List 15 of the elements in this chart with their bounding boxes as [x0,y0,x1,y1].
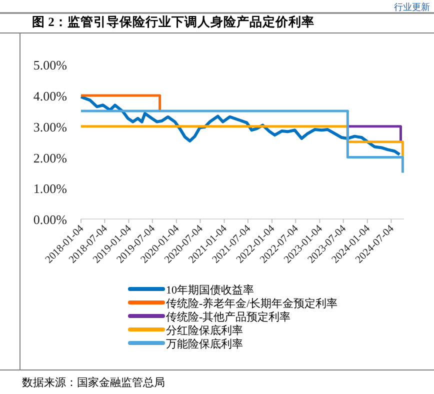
y-tick-label: 2.00% [33,150,68,166]
legend-label: 传统险-养老年金/长期年金预定利率 [166,297,338,310]
legend-label: 分红险保底利率 [166,324,243,337]
y-tick-label: 5.00% [33,58,68,73]
legend-label: 万能险保底利率 [166,338,243,350]
text: 行业更新 [394,2,430,12]
chart-title: 图 2：监管引导保险行业下调人身险产品定价利率 [32,14,314,29]
y-tick-label: 3.00% [33,119,68,134]
line-series [80,95,402,156]
legend-label: 10年期国债收益率 [166,284,254,296]
y-tick-label: 4.00% [33,88,68,104]
source-note: 数据来源：国家金融监管总局 [22,376,165,389]
y-tick-label: 0.00% [33,212,68,227]
y-tick-label: 1.00% [33,181,68,196]
legend-label: 传统险-其他产品预定利率 [166,310,291,324]
